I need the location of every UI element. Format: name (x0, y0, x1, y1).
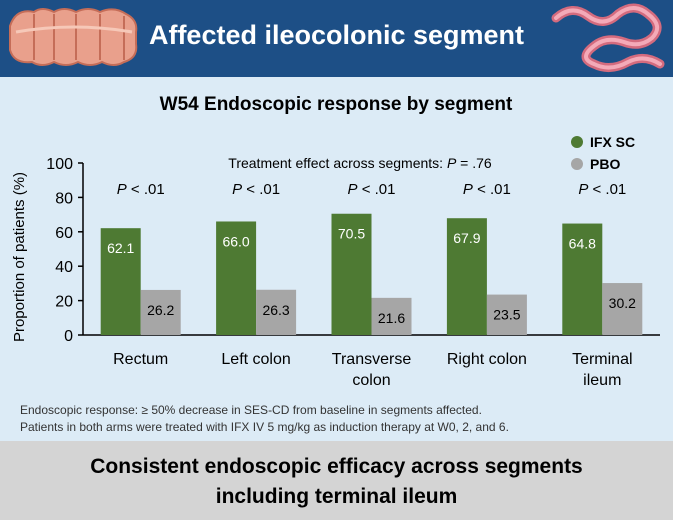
bar-data-label: 70.5 (338, 226, 365, 242)
annotation-prefix: Treatment effect across segments: (228, 155, 447, 171)
y-tick-label: 60 (55, 225, 73, 242)
bar-pbo (602, 283, 643, 335)
bar-data-label: 26.2 (147, 302, 174, 318)
y-tick-label: 100 (46, 156, 73, 173)
bar-ifx-sc (331, 213, 372, 335)
x-tick-label: ileum (583, 372, 621, 389)
footnote-definition: Endoscopic response: ≥ 50% decrease in S… (20, 403, 482, 417)
y-tick-label: 80 (55, 190, 73, 207)
intestine-icon (551, 3, 665, 72)
y-tick-label: 0 (64, 328, 73, 345)
x-tick-label: Right colon (447, 351, 527, 368)
header-title: Affected ileocolonic segment (148, 20, 525, 50)
bar-data-label: 21.6 (378, 310, 405, 326)
bar-ifx-sc (446, 218, 487, 335)
legend-label-pbo: PBO (590, 156, 620, 172)
bar-data-label: 64.8 (569, 236, 596, 252)
bar-ifx-sc (216, 221, 257, 335)
bar-pbo (486, 294, 527, 335)
x-tick-label: colon (352, 372, 390, 389)
colon-icon (9, 8, 138, 66)
chart: W54 Endoscopic response by segment Propo… (11, 94, 660, 389)
treatment-effect-annotation: Treatment effect across segments: P = .7… (228, 155, 492, 171)
bar-data-label: 62.1 (107, 240, 134, 256)
x-tick-label: Rectum (113, 351, 168, 368)
annotation-value: = .76 (456, 155, 492, 171)
legend-marker-ifx-sc (571, 136, 583, 148)
footnote-induction: Patients in both arms were treated with … (20, 420, 509, 434)
bar-data-label: 67.9 (453, 230, 480, 246)
x-tick-label: Transverse (332, 351, 412, 368)
bar-pbo (256, 289, 297, 335)
y-tick-label: 20 (55, 294, 73, 311)
bar-data-label: 26.3 (262, 302, 289, 318)
legend-label-ifx-sc: IFX SC (590, 134, 635, 150)
bar-data-label: 30.2 (609, 295, 636, 311)
x-tick-label: Left colon (221, 351, 290, 368)
p-value-label: P < .01 (578, 181, 626, 198)
bar-pbo (371, 297, 412, 335)
y-tick-label: 40 (55, 259, 73, 276)
y-axis-label: Proportion of patients (%) (11, 172, 28, 342)
bar-ifx-sc (100, 228, 141, 335)
annotation-symbol: P (447, 155, 457, 171)
p-value-label: P < .01 (463, 181, 511, 198)
p-value-label: P < .01 (232, 181, 280, 198)
conclusion-line-2: including terminal ileum (215, 485, 458, 508)
p-value-label: P < .01 (117, 181, 165, 198)
legend-marker-pbo (571, 158, 583, 170)
conclusion-banner: Consistent endoscopic efficacy across se… (0, 441, 673, 520)
x-tick-label: Terminal (572, 351, 632, 368)
chart-panel: W54 Endoscopic response by segment Propo… (0, 77, 673, 441)
conclusion-line-1: Consistent endoscopic efficacy across se… (90, 455, 583, 478)
header-banner: Affected ileocolonic segment (0, 0, 673, 77)
bar-data-label: 66.0 (222, 233, 249, 249)
chart-title: W54 Endoscopic response by segment (160, 94, 513, 115)
p-value-label: P < .01 (348, 181, 396, 198)
bar-pbo (140, 289, 181, 335)
bar-ifx-sc (562, 223, 603, 335)
bar-data-label: 23.5 (493, 307, 520, 323)
